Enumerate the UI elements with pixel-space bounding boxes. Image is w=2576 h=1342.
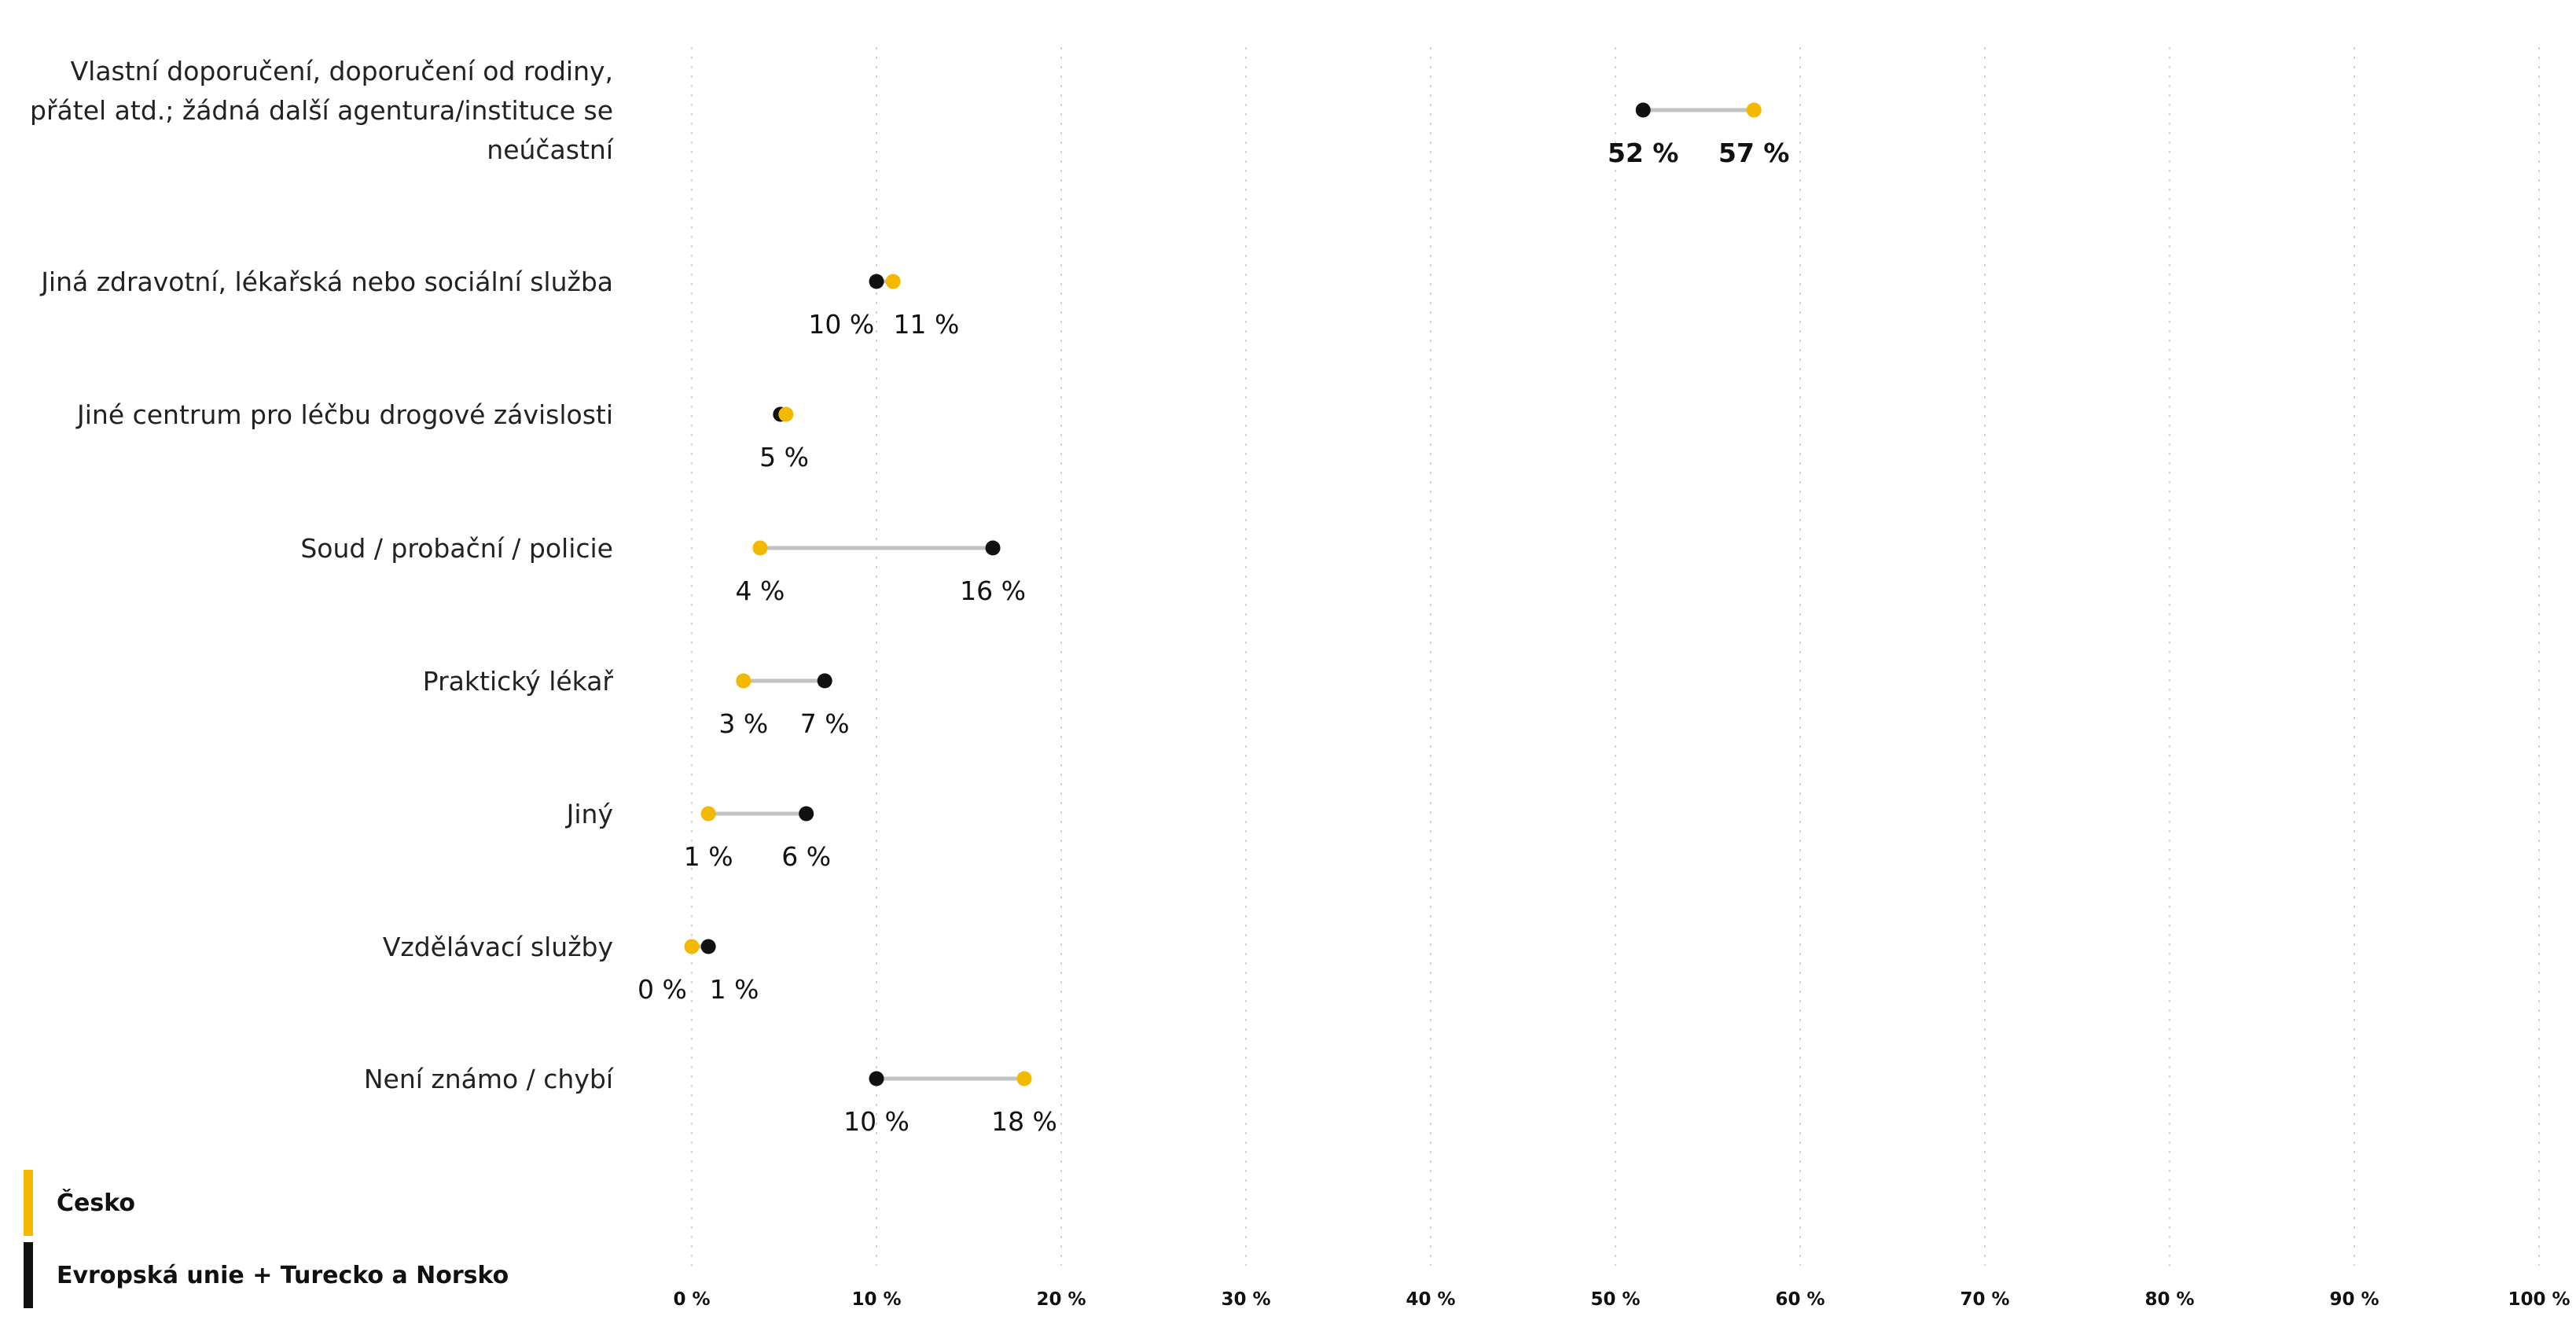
value-label: 0 % — [638, 974, 687, 1005]
legend-label-eu: Evropská unie + Turecko a Norsko — [57, 1261, 509, 1289]
category-row: Jiné centrum pro léčbu drogové závislost… — [75, 399, 809, 472]
value-label: 1 % — [710, 974, 759, 1005]
x-tick-label: 60 % — [1775, 1289, 1825, 1310]
category-row: Jiný 1 % 6 % — [565, 799, 831, 872]
value-label: 6 % — [781, 841, 831, 872]
category-label: Jiný — [565, 799, 613, 829]
eu-dot — [869, 1071, 884, 1086]
value-label: 57 % — [1718, 138, 1789, 168]
value-label: 18 % — [991, 1106, 1057, 1137]
x-tick-label: 40 % — [1406, 1289, 1455, 1310]
x-tick-label: 0 % — [673, 1289, 710, 1310]
eu-dot — [1635, 102, 1651, 118]
value-label: 11 % — [894, 309, 960, 340]
category-row: Není známo / chybí 10 % 18 % — [364, 1064, 1057, 1137]
legend-item-eu: Evropská unie + Turecko a Norsko — [24, 1242, 509, 1308]
cesko-dot — [700, 806, 716, 822]
category-row: Vzdělávací služby 0 % 1 % — [383, 932, 759, 1005]
eu-dot — [869, 274, 884, 289]
cesko-dot — [684, 939, 700, 954]
category-label: neúčastní — [487, 134, 615, 165]
cesko-dot — [778, 406, 794, 422]
value-label: 16 % — [960, 575, 1026, 606]
cesko-dot — [1016, 1071, 1032, 1086]
grid-lines — [691, 47, 2540, 1266]
category-label: přátel atd.; žádná další agentura/instit… — [30, 95, 613, 126]
eu-dot — [817, 673, 832, 689]
x-tick-label: 100 % — [2508, 1289, 2570, 1310]
x-tick-label: 20 % — [1036, 1289, 1086, 1310]
value-label: 5 % — [759, 442, 809, 472]
x-tick-label: 90 % — [2329, 1289, 2379, 1310]
category-label: Jiné centrum pro léčbu drogové závislost… — [75, 399, 613, 430]
legend-item-cesko: Česko — [24, 1170, 509, 1236]
category-label: Vlastní doporučení, doporučení od rodiny… — [71, 56, 613, 86]
cesko-dot — [736, 673, 751, 689]
value-label: 10 % — [843, 1106, 910, 1137]
x-tick-label: 10 % — [851, 1289, 901, 1310]
cesko-dot — [752, 540, 768, 556]
x-tick-label: 70 % — [1960, 1289, 2009, 1310]
x-tick-label: 50 % — [1590, 1289, 1640, 1310]
x-tick-label: 80 % — [2144, 1289, 2194, 1310]
legend: Česko Evropská unie + Turecko a Norsko — [24, 1170, 509, 1314]
category-row: Praktický lékař 3 % 7 % — [423, 666, 850, 739]
cesko-dot — [1746, 102, 1762, 118]
value-label: 1 % — [684, 841, 733, 872]
eu-dot — [799, 806, 814, 822]
legend-label-cesko: Česko — [57, 1189, 135, 1217]
value-label: 7 % — [800, 708, 850, 739]
category-label: Jiná zdravotní, lékařská nebo sociální s… — [39, 267, 613, 297]
legend-swatch-cesko — [24, 1170, 33, 1236]
legend-swatch-eu — [24, 1242, 33, 1308]
category-label: Není známo / chybí — [364, 1064, 615, 1094]
category-label: Soud / probační / policie — [300, 533, 613, 564]
eu-dot — [985, 540, 1001, 556]
category-label: Praktický lékař — [423, 666, 614, 697]
category-label: Vzdělávací služby — [383, 932, 613, 962]
cesko-dot — [885, 274, 901, 289]
value-label: 3 % — [718, 708, 768, 739]
value-label: 10 % — [808, 309, 874, 340]
value-label: 52 % — [1608, 138, 1678, 168]
category-row: Vlastní doporučení, doporučení od rodiny… — [30, 56, 1789, 168]
x-tick-label: 30 % — [1221, 1289, 1270, 1310]
value-label: 4 % — [736, 575, 785, 606]
category-rows: Vlastní doporučení, doporučení od rodiny… — [30, 56, 1789, 1137]
eu-dot — [700, 939, 716, 954]
category-row: Jiná zdravotní, lékařská nebo sociální s… — [39, 267, 959, 340]
category-row: Soud / probační / policie 4 % 16 % — [300, 533, 1026, 606]
x-axis-ticks: 0 % 10 % 20 % 30 % 40 % 50 % 60 % 70 % 80 % 90 % 1… — [673, 1289, 2570, 1310]
